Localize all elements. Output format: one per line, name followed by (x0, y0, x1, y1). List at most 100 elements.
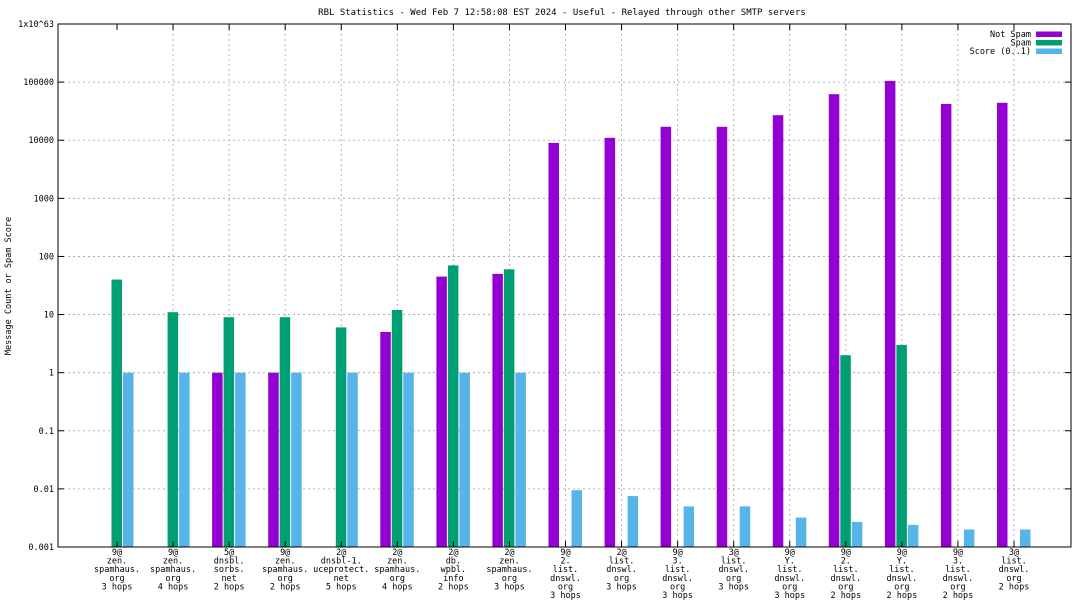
bars (111, 80, 1031, 548)
x-category-line: net (334, 574, 349, 584)
x-category-line: 2. (841, 557, 851, 567)
x-category-line: dnswl. (606, 565, 637, 575)
x-category-line: 3 hops (102, 582, 133, 592)
x-category-line: dnsbl. (214, 557, 245, 567)
x-category-line: spamhaus. (94, 565, 140, 575)
x-category-line: 9@ (560, 548, 570, 558)
x-category-label: 2@ zen. spamhaus. org 4 hops (374, 548, 420, 592)
x-category-line: org (782, 582, 797, 592)
x-category-line: org (950, 582, 965, 592)
bar-score-0-1 (683, 506, 695, 547)
x-category-line: zen. (387, 557, 407, 567)
bar-score-0-1 (739, 506, 751, 547)
legend-label: Spam (1011, 39, 1031, 49)
x-category-label: 9@ 3. list. dnswl. org 3 hops (662, 548, 693, 601)
x-category-line: list. (553, 565, 579, 575)
bar-score-0-1 (459, 372, 470, 547)
x-category-line: org (670, 582, 685, 592)
bar-spam (447, 265, 459, 547)
y-tick-label: 1000 (34, 194, 54, 204)
bar-score-0-1 (515, 372, 526, 547)
x-category-line: spamhaus. (150, 565, 196, 575)
x-category-line: org (614, 574, 629, 584)
bar-not-spam (548, 142, 559, 547)
x-category-line: 3@ (1009, 548, 1019, 558)
x-category-label: 9@ zen. spamhaus. org 2 hops (262, 548, 308, 592)
x-category-line: org (278, 574, 293, 584)
bar-score-0-1 (235, 372, 246, 547)
x-category-line: 2@ (392, 548, 402, 558)
x-category-line: spamhaus. (374, 565, 420, 575)
x-category-line: 9@ (953, 548, 963, 558)
x-category-line: spamhaus. (486, 565, 532, 575)
y-tick-label: 0.01 (34, 485, 54, 495)
x-category-label: 9@ zen. spamhaus. org 4 hops (150, 548, 196, 592)
bar-spam (335, 327, 347, 547)
x-category-line: 2 hops (270, 582, 301, 592)
x-category-line: 9@ (673, 548, 683, 558)
x-category-line: dnswl. (550, 574, 581, 584)
bar-score-0-1 (403, 372, 414, 547)
x-category-line: 9@ (785, 548, 795, 558)
x-category-line: org (838, 582, 853, 592)
x-category-line: 2@ (336, 548, 346, 558)
x-category-line: list. (609, 557, 635, 567)
x-category-line: zen. (163, 557, 183, 567)
bar-not-spam (716, 126, 728, 548)
bar-not-spam (828, 94, 840, 547)
x-category-line: org (165, 574, 180, 584)
bar-not-spam (884, 80, 896, 548)
x-category-line: zen. (275, 557, 295, 567)
y-tick-label: 0.1 (39, 427, 54, 437)
x-category-label: 9@ zen. spamhaus. org 3 hops (94, 548, 140, 592)
legend-swatch (1036, 48, 1062, 54)
chart-title: RBL Statistics - Wed Feb 7 12:58:08 EST … (318, 8, 806, 18)
bar-score-0-1 (1020, 529, 1031, 547)
x-category-line: db. (446, 557, 461, 567)
legend-swatch (1036, 40, 1062, 46)
x-category-line: 2 hops (999, 582, 1030, 592)
x-category-line: 2. (560, 557, 570, 567)
x-category-line: dnswl. (718, 565, 749, 575)
y-tick-label: 0.001 (28, 543, 54, 553)
bar-score-0-1 (907, 524, 919, 547)
x-category-line: 3 hops (550, 591, 581, 601)
x-category-line: org (1006, 574, 1021, 584)
bar-not-spam (212, 372, 223, 547)
x-category-line: list. (665, 565, 691, 575)
x-category-line: org (558, 582, 573, 592)
bar-not-spam (772, 115, 784, 547)
x-category-line: dnswl. (774, 574, 805, 584)
x-category-line: wpbl. (441, 565, 467, 575)
bar-spam (503, 269, 515, 547)
bar-score-0-1 (963, 529, 975, 547)
x-category-line: info (443, 574, 463, 584)
bar-not-spam (268, 372, 279, 547)
x-category-line: 9@ (168, 548, 178, 558)
x-category-line: list. (777, 565, 803, 575)
x-category-line: list. (945, 565, 971, 575)
y-tick-label: 100 (39, 252, 54, 262)
x-category-line: 9@ (841, 548, 851, 558)
x-category-line: list. (833, 565, 859, 575)
x-category-line: 4 hops (158, 582, 189, 592)
x-category-line: sorbs. (214, 565, 245, 575)
x-category-line: Y. (785, 557, 795, 567)
x-category-line: 9@ (280, 548, 290, 558)
x-category-line: 2 hops (887, 591, 918, 601)
x-category-line: 3 hops (662, 591, 693, 601)
x-category-line: list. (889, 565, 915, 575)
x-category-line: org (726, 574, 741, 584)
x-category-line: 3 hops (718, 582, 749, 592)
bar-score-0-1 (291, 372, 302, 547)
x-category-line: 3. (673, 557, 683, 567)
x-category-line: dnswl. (887, 574, 918, 584)
x-category-line: 2@ (448, 548, 458, 558)
x-category-label: 9@ Y. list. dnswl. org 2 hops (887, 548, 918, 601)
x-category-line: 5@ (224, 548, 234, 558)
x-category-label: 9@ 2. list. dnswl. org 2 hops (830, 548, 861, 601)
x-category-label: 2@ list. dnswl. org 3 hops (606, 548, 637, 592)
x-category-line: 9@ (112, 548, 122, 558)
